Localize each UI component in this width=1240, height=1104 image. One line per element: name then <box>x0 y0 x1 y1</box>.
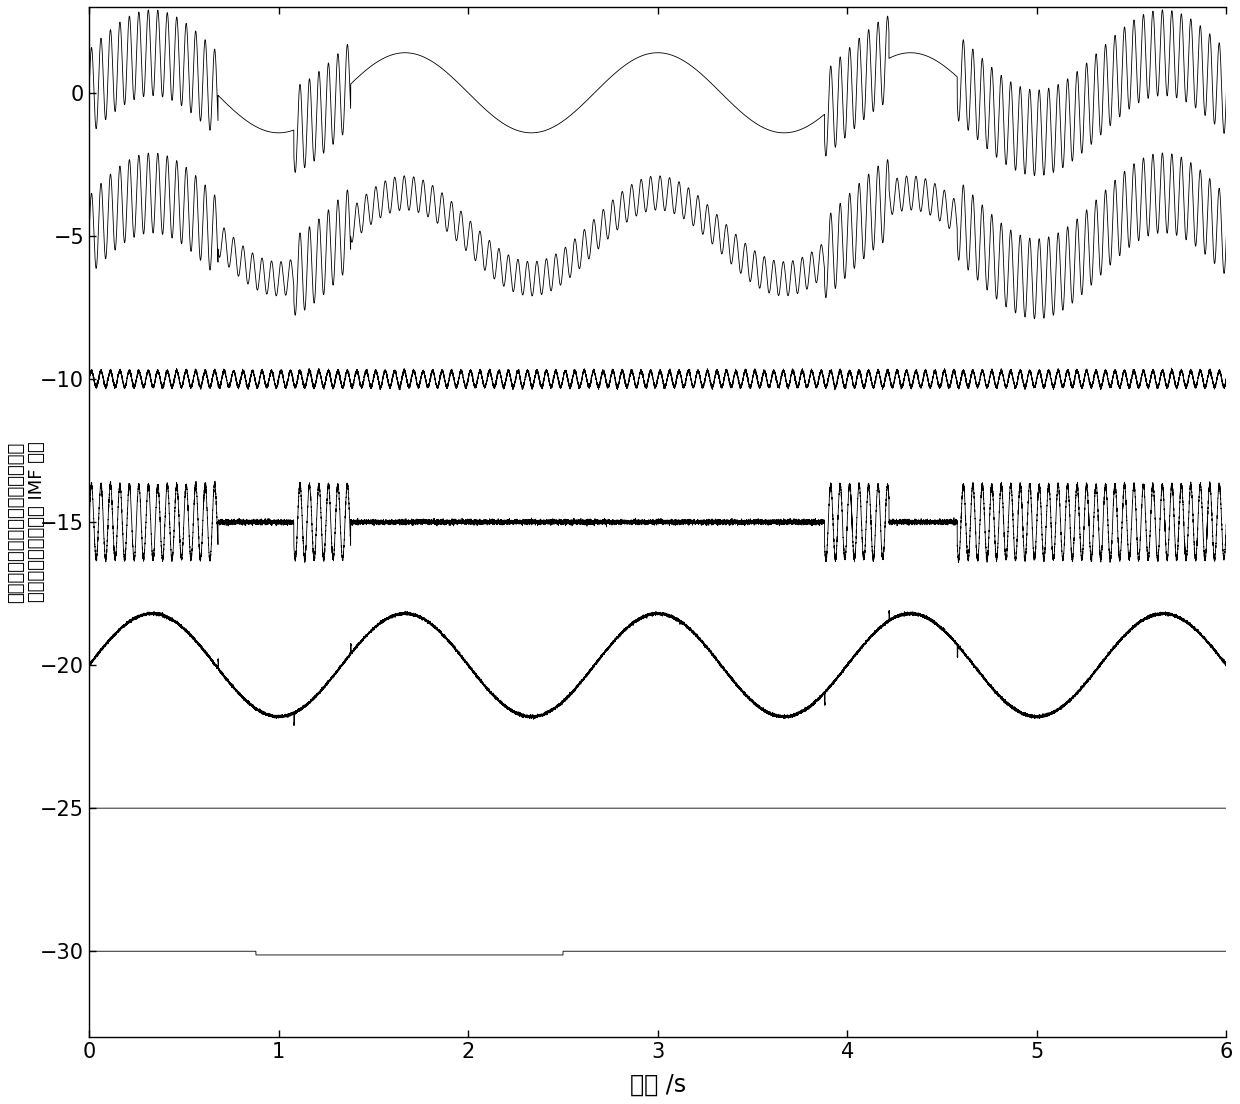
X-axis label: 时间 /s: 时间 /s <box>630 1073 686 1097</box>
Y-axis label: 间歇高频正弦信号与低频正弦信号
合成的模拟信号及其 IMF 分量: 间歇高频正弦信号与低频正弦信号 合成的模拟信号及其 IMF 分量 <box>7 442 46 603</box>
